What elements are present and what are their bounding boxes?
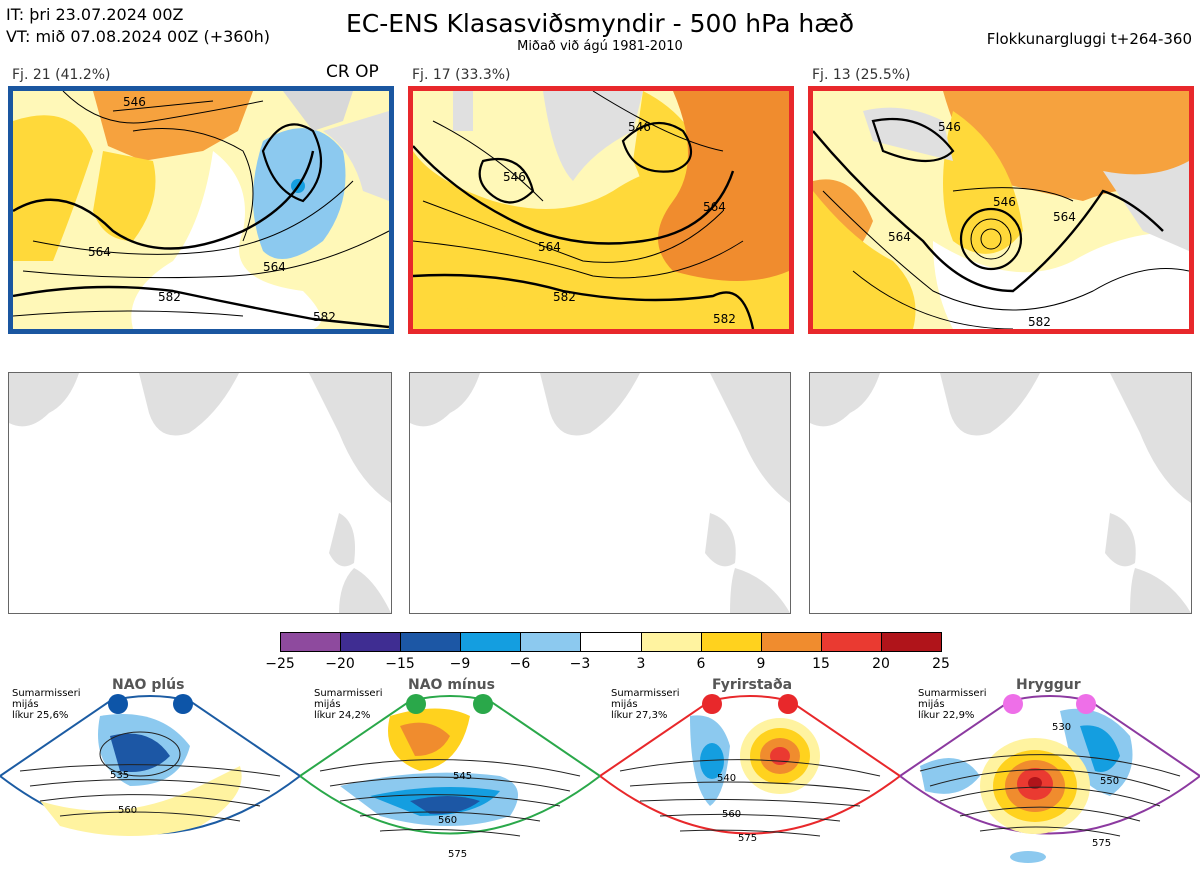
contour-label: 564 [703, 200, 726, 214]
regime-frequency: mijás [12, 699, 39, 710]
base-map-3[interactable] [809, 372, 1192, 614]
regime-frequency: mijás [611, 699, 638, 710]
colorbar-swatch [701, 633, 762, 651]
colorbar-tick-label: 3 [636, 656, 646, 672]
cluster-3-label: Fj. 13 (25.5%) [812, 67, 911, 83]
regime-nao-plus[interactable]: 535 560 [0, 676, 302, 871]
colorbar-swatch [641, 633, 702, 651]
colorbar-tick-label: 6 [696, 656, 706, 672]
colorbar-tick-label: 20 [872, 656, 890, 672]
contour-label: 545 [453, 771, 472, 782]
regime-4-title: Hryggur [1016, 677, 1081, 693]
contour-label: 550 [1100, 776, 1119, 787]
classification-window: Flokkunargluggi t+264-360 [986, 30, 1192, 48]
regime-frequency: mijás [918, 699, 945, 710]
contour-label: 530 [1052, 722, 1071, 733]
cluster-1-map[interactable]: 546 564 564 582 582 [8, 86, 394, 334]
colorbar-tick-label: 9 [756, 656, 766, 672]
contour-label: 564 [888, 230, 911, 244]
contour-label: 546 [123, 95, 146, 109]
colorbar-swatch [761, 633, 822, 651]
colorbar-swatch [881, 633, 942, 651]
colorbar-swatch [821, 633, 882, 651]
page-subtitle: Miðað við ágú 1981-2010 [517, 39, 683, 54]
contour-label: 582 [313, 310, 336, 324]
cluster-2-label: Fj. 17 (33.3%) [412, 67, 511, 83]
cluster-2-map[interactable]: 546 546 564 564 582 582 [408, 86, 794, 334]
base-map-1[interactable] [8, 372, 392, 614]
colorbar-swatch [581, 633, 642, 651]
regime-season: Sumarmisseri [12, 688, 81, 699]
regime-3-title: Fyrirstaða [712, 677, 793, 693]
regime-3-info: Sumarmisseri mijás líkur 27,3% [611, 688, 679, 721]
regime-season: Sumarmisseri [611, 688, 680, 699]
colorbar-swatch [281, 633, 342, 651]
regime-nao-minus[interactable]: 545 560 575 [298, 676, 602, 871]
contour-label: 546 [938, 120, 961, 134]
regime-season: Sumarmisseri [918, 688, 987, 699]
contour-label: 582 [1028, 315, 1051, 329]
cluster-1-extra-label: CR OP [326, 62, 379, 82]
colorbar-tick-label: −20 [325, 656, 355, 672]
regime-probability: líkur 27,3% [611, 710, 668, 721]
contour-label: 564 [1053, 210, 1076, 224]
valid-time: VT: mið 07.08.2024 00Z (+360h) [6, 27, 271, 46]
colorbar-tick-label: −3 [569, 656, 591, 672]
base-map-2[interactable] [409, 372, 791, 614]
contour-label: 575 [1092, 838, 1111, 849]
contour-label: 582 [553, 290, 576, 304]
contour-label: 564 [263, 260, 286, 274]
colorbar-swatch [521, 633, 582, 651]
contour-label: 546 [628, 120, 651, 134]
colorbar-tick-label: −6 [509, 656, 531, 672]
regime-probability: líkur 24,2% [314, 710, 371, 721]
contour-label: 575 [738, 833, 757, 844]
regime-frequency: mijás [314, 699, 341, 710]
regime-4-info: Sumarmisseri mijás líkur 22,9% [918, 688, 986, 721]
colorbar-tick-label: −9 [449, 656, 471, 672]
regime-2-title: NAO mínus [408, 677, 495, 693]
contour-label: 582 [158, 290, 181, 304]
colorbar-tick-label: −15 [385, 656, 415, 672]
cluster-1-label: Fj. 21 (41.2%) [12, 67, 111, 83]
initial-time: IT: þri 23.07.2024 00Z [6, 5, 184, 24]
colorbar-tick-label: 15 [812, 656, 830, 672]
contour-label: 564 [88, 245, 111, 259]
regime-season: Sumarmisseri [314, 688, 383, 699]
page-title: EC-ENS Klasasviðsmyndir - 500 hPa hæð [345, 9, 855, 38]
regime-2-info: Sumarmisseri mijás líkur 24,2% [314, 688, 382, 721]
contour-label: 582 [713, 312, 736, 326]
contour-label: 540 [717, 773, 736, 784]
contour-label: 546 [503, 170, 526, 184]
contour-label: 560 [438, 815, 457, 826]
colorbar-tick-label: −25 [265, 656, 295, 672]
contour-label: 535 [110, 770, 129, 781]
colorbar-tick-label: 25 [932, 656, 950, 672]
colorbar [280, 632, 942, 652]
colorbar-swatch [341, 633, 402, 651]
header-times: IT: þri 23.07.2024 00Z VT: mið 07.08.202… [6, 4, 270, 48]
contour-label: 575 [448, 849, 467, 860]
regime-1-title: NAO plús [112, 677, 185, 693]
contour-label: 546 [993, 195, 1016, 209]
contour-label: 564 [538, 240, 561, 254]
regime-blocking[interactable]: 540 560 575 [598, 676, 902, 871]
regime-ridge[interactable]: 530 550 575 [898, 676, 1200, 871]
contour-label: 560 [118, 805, 137, 816]
regime-probability: líkur 25,6% [12, 710, 69, 721]
colorbar-swatch [461, 633, 522, 651]
regime-1-info: Sumarmisseri mijás líkur 25,6% [12, 688, 80, 721]
cluster-3-map[interactable]: 546 546 564 564 582 [808, 86, 1194, 334]
contour-label: 560 [722, 809, 741, 820]
colorbar-swatch [401, 633, 462, 651]
regime-probability: líkur 22,9% [918, 710, 975, 721]
